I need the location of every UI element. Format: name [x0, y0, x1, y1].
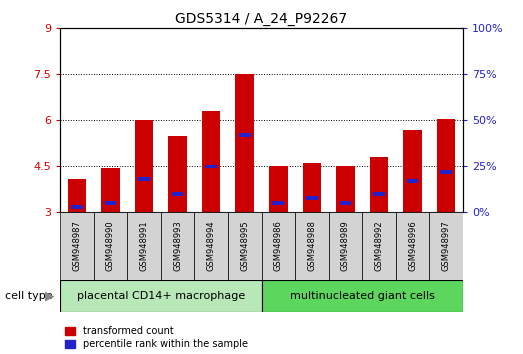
Bar: [105, 201, 116, 205]
Bar: [336, 166, 355, 212]
Text: GSM948996: GSM948996: [408, 221, 417, 272]
Bar: [437, 119, 456, 212]
Bar: [328, 212, 362, 280]
Text: GSM948997: GSM948997: [441, 221, 451, 272]
Bar: [60, 280, 262, 312]
Bar: [303, 163, 321, 212]
Bar: [262, 280, 463, 312]
Bar: [396, 212, 429, 280]
Bar: [94, 212, 127, 280]
Bar: [373, 192, 385, 196]
Bar: [172, 192, 184, 196]
Text: GSM948989: GSM948989: [341, 221, 350, 272]
Bar: [235, 74, 254, 212]
Bar: [228, 212, 262, 280]
Bar: [339, 201, 351, 205]
Text: ▶: ▶: [46, 289, 55, 302]
Bar: [262, 212, 295, 280]
Bar: [362, 212, 396, 280]
Legend: transformed count, percentile rank within the sample: transformed count, percentile rank withi…: [65, 326, 247, 349]
Bar: [202, 111, 220, 212]
Bar: [272, 201, 284, 205]
Text: multinucleated giant cells: multinucleated giant cells: [290, 291, 435, 301]
Bar: [370, 157, 388, 212]
Bar: [269, 166, 288, 212]
Text: cell type: cell type: [5, 291, 53, 301]
Bar: [127, 212, 161, 280]
Bar: [67, 179, 86, 212]
Bar: [138, 177, 150, 181]
Bar: [239, 133, 251, 137]
Bar: [195, 212, 228, 280]
Text: GSM948990: GSM948990: [106, 221, 115, 272]
Bar: [407, 179, 418, 183]
Text: GSM948991: GSM948991: [140, 221, 149, 272]
Bar: [206, 165, 217, 168]
Text: placental CD14+ macrophage: placental CD14+ macrophage: [77, 291, 245, 301]
Text: GSM948988: GSM948988: [308, 221, 316, 272]
Bar: [161, 212, 195, 280]
Bar: [306, 196, 317, 200]
Bar: [429, 212, 463, 280]
Text: GSM948994: GSM948994: [207, 221, 215, 272]
Text: GSM948987: GSM948987: [72, 221, 82, 272]
Text: GSM948992: GSM948992: [374, 221, 383, 272]
Text: GSM948986: GSM948986: [274, 221, 283, 272]
Text: GDS5314 / A_24_P92267: GDS5314 / A_24_P92267: [175, 12, 348, 27]
Bar: [101, 168, 120, 212]
Bar: [295, 212, 328, 280]
Bar: [135, 120, 153, 212]
Bar: [403, 130, 422, 212]
Text: GSM948993: GSM948993: [173, 221, 182, 272]
Bar: [71, 205, 83, 209]
Text: GSM948995: GSM948995: [240, 221, 249, 272]
Bar: [60, 212, 94, 280]
Bar: [440, 170, 452, 174]
Bar: [168, 136, 187, 212]
